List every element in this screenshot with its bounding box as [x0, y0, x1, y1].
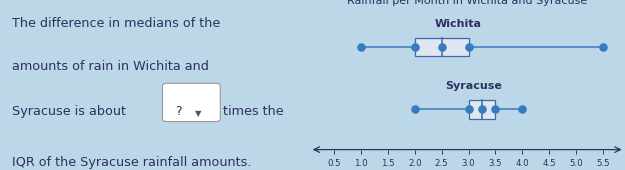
Point	[464, 46, 474, 48]
Text: Syracuse: Syracuse	[446, 81, 503, 91]
Text: Wichita: Wichita	[434, 19, 481, 29]
Text: IQR of the Syracuse rainfall amounts.: IQR of the Syracuse rainfall amounts.	[12, 156, 252, 169]
Point	[464, 108, 474, 111]
Text: times the: times the	[224, 105, 284, 118]
Point	[477, 108, 487, 111]
Point	[410, 46, 420, 48]
Text: ▼: ▼	[195, 109, 202, 118]
Text: Syracuse is about: Syracuse is about	[12, 105, 126, 118]
Bar	[469, 100, 496, 118]
Bar	[415, 38, 469, 56]
Point	[437, 46, 447, 48]
Point	[598, 46, 608, 48]
Point	[518, 108, 528, 111]
Text: ?: ?	[175, 105, 182, 118]
Text: amounts of rain in Wichita and: amounts of rain in Wichita and	[12, 59, 209, 72]
Point	[356, 46, 366, 48]
Title: Rainfall per Month in Wichita and Syracuse: Rainfall per Month in Wichita and Syracu…	[347, 0, 588, 6]
Point	[491, 108, 501, 111]
X-axis label: Rainfall (inches): Rainfall (inches)	[425, 169, 509, 170]
FancyBboxPatch shape	[162, 83, 221, 122]
Point	[410, 108, 420, 111]
Text: The difference in medians of the: The difference in medians of the	[12, 17, 221, 30]
